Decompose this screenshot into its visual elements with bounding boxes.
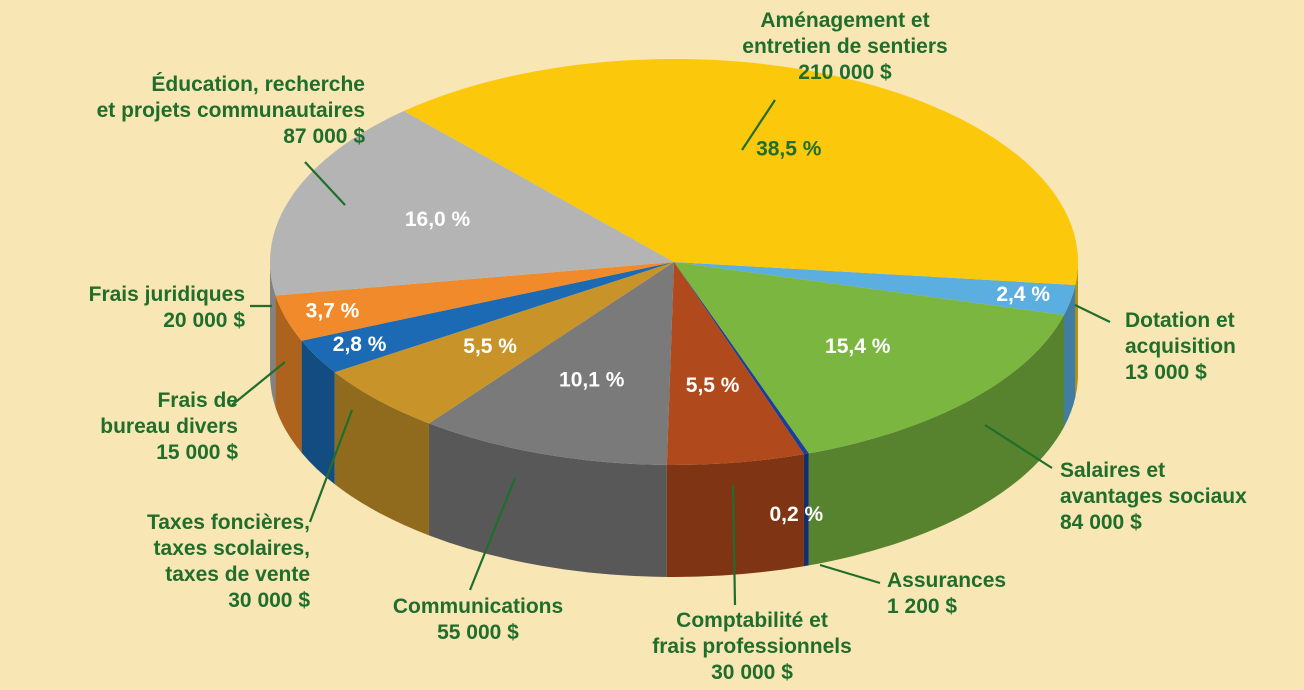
leader-lines xyxy=(231,99,1111,606)
pie-slice xyxy=(403,58,1079,285)
pie-slice xyxy=(674,262,1076,315)
category-label: Communications xyxy=(392,595,564,618)
pie-side xyxy=(334,372,429,536)
percent-label: 2,8 % xyxy=(333,333,387,356)
pie-side xyxy=(808,314,1064,566)
amount-label: 1 200 $ xyxy=(887,595,958,618)
pie-slice xyxy=(674,262,809,455)
leader-line xyxy=(819,563,881,585)
percent-label: 5,5 % xyxy=(463,335,517,358)
percent-label: 5,5 % xyxy=(686,374,740,397)
leader-line xyxy=(1074,304,1111,323)
leader-line xyxy=(308,409,354,523)
category-label: Frais de bureau divers xyxy=(100,389,238,438)
percent-label: 3,7 % xyxy=(306,299,360,322)
amount-label: 13 000 $ xyxy=(1125,361,1207,384)
leader-line xyxy=(468,477,517,591)
pie-side xyxy=(301,340,335,485)
amount-label: 55 000 $ xyxy=(437,621,519,644)
slice-label: Salaires et avantages sociaux 84 000 $ xyxy=(1060,458,1247,536)
pie-slice xyxy=(334,262,674,424)
slice-label: Communications 55 000 $ xyxy=(393,594,563,646)
pie-slice xyxy=(301,262,674,373)
percent-label: 10,1 % xyxy=(559,368,625,391)
pie-slice xyxy=(666,262,804,465)
amount-label: 20 000 $ xyxy=(163,309,245,332)
amount-label: 15 000 $ xyxy=(156,441,238,464)
pie-side xyxy=(1063,284,1076,427)
slice-label: Frais de bureau divers 15 000 $ xyxy=(100,388,238,466)
amount-label: 210 000 $ xyxy=(798,61,892,84)
pie-slice xyxy=(428,262,674,465)
percent-label: 2,4 % xyxy=(996,283,1050,306)
amount-label: 30 000 $ xyxy=(711,661,793,684)
amount-label: 87 000 $ xyxy=(283,125,365,148)
leader-line xyxy=(741,99,776,151)
pie-sides xyxy=(270,262,1079,577)
percent-label: 16,0 % xyxy=(405,208,471,231)
amount-label: 30 000 $ xyxy=(228,589,310,612)
slice-label: Aménagement et entretien de sentiers 210 … xyxy=(742,8,947,86)
pie-slice xyxy=(674,262,1064,454)
leader-line xyxy=(231,361,286,406)
pie-side xyxy=(803,453,809,567)
slice-label: Assurances 1 200 $ xyxy=(887,568,1006,620)
pie-side xyxy=(275,295,302,453)
amount-label: 84 000 $ xyxy=(1060,511,1142,534)
category-label: Taxes foncières, taxes scolaires, taxes … xyxy=(146,511,310,586)
pie-side xyxy=(428,423,667,577)
leader-line xyxy=(731,484,737,606)
pie-slice xyxy=(275,262,674,341)
category-label: Salaires et avantages sociaux xyxy=(1060,459,1247,508)
category-label: Dotation et acquisition xyxy=(1125,309,1236,358)
category-label: Éducation, recherche et projets communau… xyxy=(96,73,365,122)
category-label: Comptabilité et frais professionnels xyxy=(652,609,852,658)
percent-label: 15,4 % xyxy=(825,335,891,358)
category-label: Assurances xyxy=(887,569,1007,592)
slice-label: Éducation, recherche et projets communau… xyxy=(97,72,365,150)
category-label: Frais juridiques xyxy=(88,283,245,306)
slice-label: Taxes foncières, taxes scolaires, taxes … xyxy=(147,510,310,614)
slice-label: Frais juridiques 20 000 $ xyxy=(89,282,245,334)
category-label: Aménagement et entretien de sentiers xyxy=(742,9,948,58)
percent-label: 38,5 % xyxy=(756,138,822,161)
pie-tops xyxy=(270,58,1079,465)
leader-line xyxy=(984,424,1053,469)
percent-label: 0,2 % xyxy=(770,503,824,526)
pie-slice xyxy=(270,111,674,296)
slice-label: Comptabilité et frais professionnels 30 0… xyxy=(652,608,852,686)
pie-side xyxy=(666,454,804,577)
slice-label: Dotation et acquisition 13 000 $ xyxy=(1125,308,1236,386)
percent-labels: 2,4 % 15,4 % 0,2 % 5,5 % 10,1 % 5,5 % 2,8 % 3,7… xyxy=(306,138,1051,526)
leader-line xyxy=(304,161,346,206)
pie-side xyxy=(1075,262,1079,397)
